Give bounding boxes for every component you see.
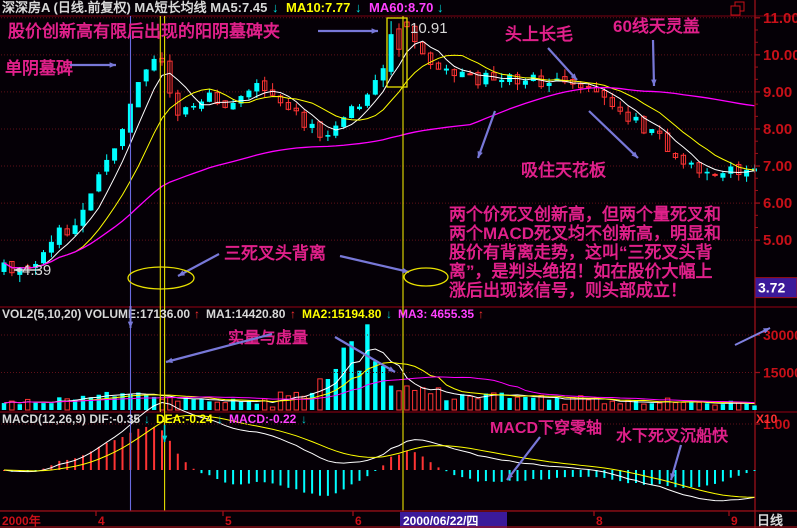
svg-text:股价创新高有限后出现的阳阴墓碑夹: 股价创新高有限后出现的阳阴墓碑夹 [8, 21, 280, 41]
svg-text:8: 8 [596, 514, 603, 528]
svg-text:↓: ↓ [386, 307, 392, 321]
svg-text:8.00: 8.00 [763, 121, 792, 138]
svg-text:深深房A (日线.前复权) MA短长均线 MA5:7.45: 深深房A (日线.前复权) MA短长均线 MA5:7.45 [2, 0, 267, 15]
svg-text:4.39: 4.39 [22, 262, 51, 279]
svg-text:5.00: 5.00 [763, 232, 792, 249]
svg-text:VOL2(5,10,20) VOLUME:17136.00: VOL2(5,10,20) VOLUME:17136.00 [2, 307, 190, 321]
svg-text:MA60:8.70: MA60:8.70 [369, 0, 433, 15]
svg-text:涨后出现该信号，则头部成立！: 涨后出现该信号，则头部成立！ [449, 280, 687, 300]
svg-text:两个MACD死叉均不创新高，明显和: 两个MACD死叉均不创新高，明显和 [449, 223, 721, 243]
svg-text:15000: 15000 [763, 365, 797, 381]
svg-text:实量与虚量: 实量与虚量 [228, 328, 308, 347]
svg-text:日线: 日线 [757, 513, 783, 528]
svg-text:DEA:-0.24: DEA:-0.24 [156, 412, 213, 426]
svg-text:↓: ↓ [217, 412, 223, 426]
svg-text:水下死叉沉船快: 水下死叉沉船快 [616, 426, 729, 445]
svg-text:股价有背离走势，这叫“三死叉头背: 股价有背离走势，这叫“三死叉头背 [449, 242, 713, 262]
svg-text:6: 6 [355, 514, 362, 528]
svg-text:单阴墓碑: 单阴墓碑 [5, 58, 73, 78]
svg-text:9.00: 9.00 [763, 84, 792, 101]
svg-text:X10: X10 [756, 412, 778, 426]
svg-text:离”，是判头绝招！如在股价大幅上: 离”，是判头绝招！如在股价大幅上 [449, 261, 713, 281]
svg-text:头上长毛: 头上长毛 [505, 24, 573, 44]
svg-text:↑: ↑ [194, 307, 200, 321]
svg-text:10.91: 10.91 [410, 20, 448, 37]
svg-text:↓: ↓ [144, 412, 150, 426]
svg-text:5: 5 [225, 514, 232, 528]
svg-text:↓: ↓ [355, 0, 362, 15]
svg-text:10.00: 10.00 [763, 47, 797, 64]
svg-text:MA3: 4655.35: MA3: 4655.35 [398, 307, 474, 321]
svg-text:MA2:15194.80: MA2:15194.80 [302, 307, 382, 321]
svg-text:7.00: 7.00 [763, 158, 792, 175]
svg-text:↓: ↓ [301, 412, 307, 426]
svg-text:11.00: 11.00 [763, 10, 797, 27]
svg-text:MA10:7.77: MA10:7.77 [286, 0, 350, 15]
svg-text:2000年: 2000年 [2, 513, 41, 528]
svg-text:三死叉头背离: 三死叉头背离 [224, 243, 326, 263]
svg-text:9: 9 [731, 514, 738, 528]
svg-text:↑: ↑ [290, 307, 296, 321]
svg-text:6.00: 6.00 [763, 195, 792, 212]
svg-text:3.72: 3.72 [758, 280, 785, 296]
svg-text:↓: ↓ [437, 0, 444, 15]
svg-text:↓: ↓ [272, 0, 279, 15]
svg-text:MACD下穿零轴: MACD下穿零轴 [490, 418, 602, 437]
svg-text:MACD(12,26,9) DIF:-0.35: MACD(12,26,9) DIF:-0.35 [2, 412, 140, 426]
svg-text:吸住天花板: 吸住天花板 [521, 160, 607, 180]
svg-text:2000/06/22/四: 2000/06/22/四 [403, 514, 478, 528]
svg-text:4: 4 [98, 514, 105, 528]
svg-text:↑: ↑ [478, 307, 484, 321]
svg-text:MACD:-0.22: MACD:-0.22 [229, 412, 297, 426]
svg-text:MA1:14420.80: MA1:14420.80 [206, 307, 286, 321]
svg-text:两个价死叉创新高，但两个量死叉和: 两个价死叉创新高，但两个量死叉和 [449, 204, 721, 224]
svg-text:60线天灵盖: 60线天灵盖 [613, 16, 700, 36]
